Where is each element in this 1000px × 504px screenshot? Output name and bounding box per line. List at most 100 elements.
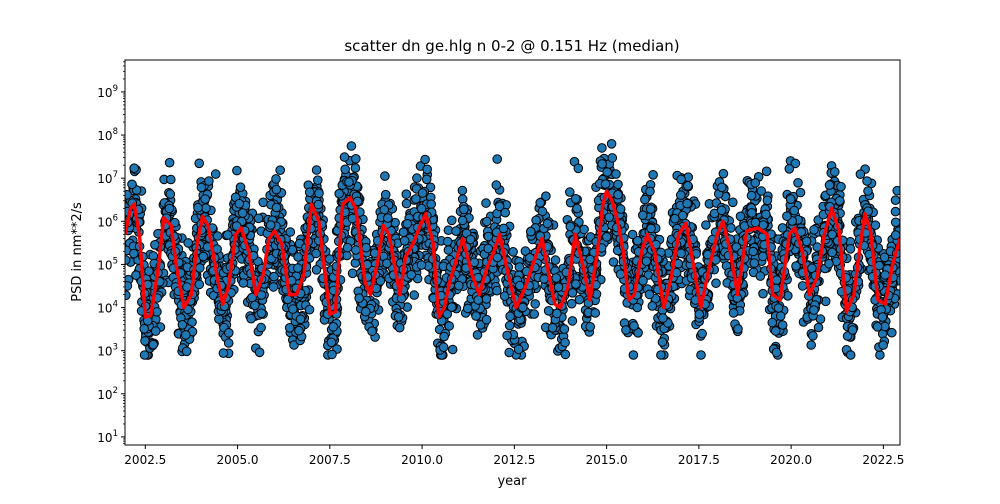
scatter-point xyxy=(195,263,205,273)
scatter-point xyxy=(492,285,502,296)
scatter-point xyxy=(375,276,386,286)
scatter-point xyxy=(475,320,486,330)
scatter-point xyxy=(890,230,900,240)
scatter-point xyxy=(771,347,782,358)
scatter-point xyxy=(567,288,578,298)
scatter-point xyxy=(697,328,707,339)
scatter-point xyxy=(621,325,631,335)
scatter-point xyxy=(830,167,840,177)
scatter-point xyxy=(795,187,806,198)
scatter-point xyxy=(750,217,761,228)
scatter-point xyxy=(827,229,838,240)
scatter-point xyxy=(498,223,509,234)
scatter-point xyxy=(293,252,303,262)
scatter-point xyxy=(585,254,595,265)
scatter-point xyxy=(129,248,139,259)
scatter-point xyxy=(344,177,354,187)
scatter-point xyxy=(694,309,705,320)
scatter-point xyxy=(785,194,796,204)
chart-title: scatter dn ge.hlg n 0-2 @ 0.151 Hz (medi… xyxy=(344,37,679,55)
scatter-point xyxy=(791,261,801,271)
scatter-point xyxy=(324,254,335,264)
scatter-point xyxy=(573,163,584,174)
scatter-point xyxy=(696,350,706,360)
scatter-point xyxy=(238,278,249,288)
scatter-point xyxy=(602,167,613,177)
scatter-point xyxy=(809,305,819,315)
scatter-point xyxy=(181,330,191,340)
scatter-point xyxy=(234,198,245,209)
scatter-point xyxy=(247,292,257,303)
scatter-point xyxy=(481,198,491,208)
scatter-point xyxy=(572,203,582,214)
scatter-point xyxy=(129,163,139,173)
scatter-point xyxy=(520,246,531,256)
scatter-point xyxy=(268,282,279,292)
scatter-point xyxy=(347,268,358,279)
scatter-point xyxy=(224,328,234,338)
y-tick-label: 105 xyxy=(97,256,118,272)
scatter-point xyxy=(271,184,282,195)
scatter-point xyxy=(644,289,655,300)
scatter-point xyxy=(767,317,778,328)
scatter-point xyxy=(560,349,571,360)
x-tick-label: 2017.5 xyxy=(678,453,720,467)
scatter-point xyxy=(629,321,639,331)
scatter-point xyxy=(632,302,643,313)
scatter-point xyxy=(676,174,686,185)
scatter-point xyxy=(648,170,658,180)
scatter-point xyxy=(761,166,772,177)
scatter-point xyxy=(579,224,589,235)
scatter-point xyxy=(285,227,296,237)
scatter-point xyxy=(793,178,803,188)
scatter-point xyxy=(862,176,872,186)
scatter-point xyxy=(361,306,371,317)
scatter-point xyxy=(406,270,417,280)
scatter-point xyxy=(855,169,866,179)
scatter-point xyxy=(777,320,788,330)
scatter-point xyxy=(845,350,856,360)
scatter-point xyxy=(311,265,322,275)
scatter-point xyxy=(194,279,205,290)
scatter-point xyxy=(565,221,576,232)
scatter-point xyxy=(451,226,461,236)
scatter-point xyxy=(676,190,686,200)
scatter-point xyxy=(462,303,473,314)
scatter-point xyxy=(340,164,351,175)
scatter-point xyxy=(250,300,260,311)
scatter-point xyxy=(749,258,760,268)
scatter-point xyxy=(887,327,897,338)
scatter-point xyxy=(253,213,264,224)
x-tick-label: 2012.5 xyxy=(493,453,535,467)
scatter-point xyxy=(222,230,233,240)
scatter-point xyxy=(758,251,768,262)
y-tick-label: 107 xyxy=(97,170,118,186)
scatter-point xyxy=(144,266,154,277)
scatter-point xyxy=(824,180,835,190)
scatter-point xyxy=(402,219,413,229)
scatter-point xyxy=(645,186,655,197)
scatter-point xyxy=(633,328,643,338)
scatter-point xyxy=(269,271,279,282)
x-tick-label: 2005.0 xyxy=(217,453,259,467)
scatter-point xyxy=(771,275,782,285)
scatter-point xyxy=(223,338,234,348)
scatter-point xyxy=(483,243,494,254)
y-tick-label: 108 xyxy=(97,127,118,143)
x-axis-label: year xyxy=(497,474,527,489)
scatter-point xyxy=(790,158,801,169)
scatter-point xyxy=(676,248,686,259)
scatter-point xyxy=(454,280,464,291)
scatter-point xyxy=(351,154,361,164)
scatter-point xyxy=(491,180,502,190)
x-tick-label: 2002.5 xyxy=(124,453,166,467)
scatter-point xyxy=(806,340,817,350)
scatter-point xyxy=(872,322,883,332)
scatter-point xyxy=(758,288,768,299)
scatter-point xyxy=(127,179,137,190)
scatter-point xyxy=(550,255,561,265)
scatter-point xyxy=(442,309,453,319)
scatter-point xyxy=(542,218,553,229)
scatter-point xyxy=(409,290,420,300)
scatter-point xyxy=(218,348,229,358)
